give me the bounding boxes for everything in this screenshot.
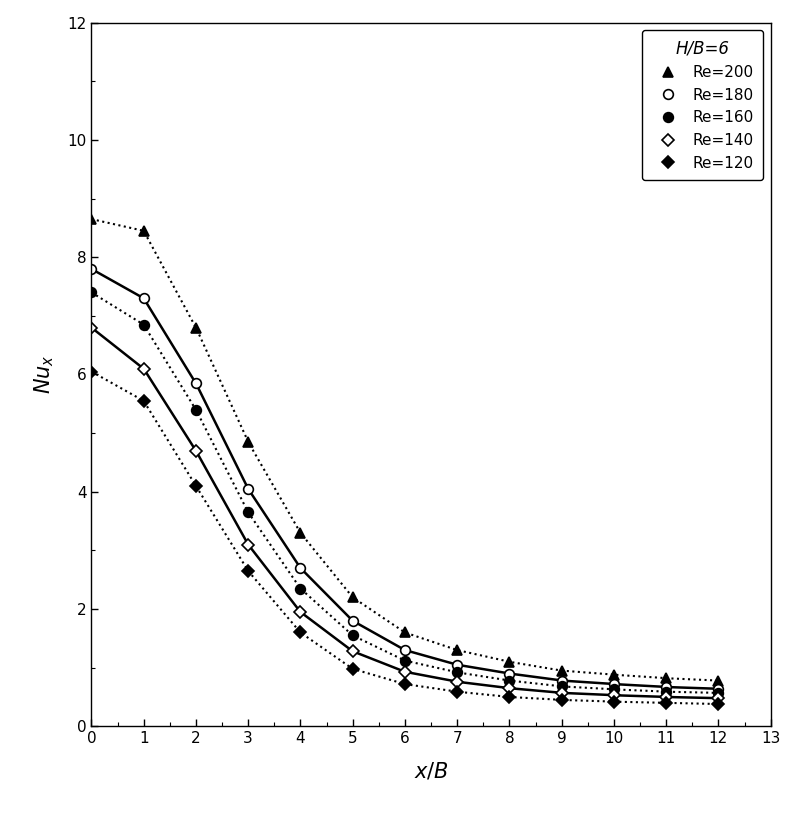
Re=140 xyxy=(243,540,253,549)
Re=120 xyxy=(662,698,671,707)
Re=160 xyxy=(347,631,357,641)
Re=180 xyxy=(139,293,148,303)
Re=200 xyxy=(609,670,618,680)
Re=180 xyxy=(505,668,514,678)
Line: Re=180: Re=180 xyxy=(87,264,723,694)
Re=160 xyxy=(139,320,148,330)
Re=160 xyxy=(243,507,253,517)
Re=120 xyxy=(191,481,201,491)
Re=200 xyxy=(453,646,462,655)
Re=200 xyxy=(87,214,96,224)
Re=180 xyxy=(609,679,618,689)
Re=160 xyxy=(400,656,410,666)
X-axis label: $\it{x/B}$: $\it{x/B}$ xyxy=(414,760,449,781)
Re=200 xyxy=(713,676,723,685)
Re=140 xyxy=(347,646,357,656)
Re=160 xyxy=(191,405,201,414)
Re=120 xyxy=(243,566,253,575)
Re=160 xyxy=(662,687,671,697)
Re=140 xyxy=(400,667,410,676)
Line: Re=140: Re=140 xyxy=(87,323,723,702)
Re=120 xyxy=(557,695,567,705)
Re=140 xyxy=(191,446,201,456)
Re=120 xyxy=(296,628,305,637)
Re=120 xyxy=(87,366,96,376)
Re=140 xyxy=(713,694,723,703)
Re=180 xyxy=(662,682,671,692)
Re=200 xyxy=(505,657,514,667)
Re=160 xyxy=(609,685,618,694)
Re=180 xyxy=(347,616,357,626)
Re=160 xyxy=(453,667,462,677)
Re=140 xyxy=(662,692,671,702)
Re=180 xyxy=(713,684,723,694)
Re=180 xyxy=(453,660,462,670)
Re=140 xyxy=(609,690,618,700)
Re=180 xyxy=(557,676,567,685)
Re=120 xyxy=(453,687,462,697)
Line: Re=120: Re=120 xyxy=(87,367,723,708)
Re=180 xyxy=(400,646,410,655)
Re=120 xyxy=(139,396,148,405)
Re=120 xyxy=(505,692,514,702)
Re=140 xyxy=(87,322,96,332)
Re=160 xyxy=(557,681,567,691)
Y-axis label: $\it{Nu_x}$: $\it{Nu_x}$ xyxy=(33,355,57,394)
Re=140 xyxy=(296,607,305,617)
Line: Re=200: Re=200 xyxy=(87,214,723,685)
Legend: Re=200, Re=180, Re=160, Re=140, Re=120: Re=200, Re=180, Re=160, Re=140, Re=120 xyxy=(642,30,763,180)
Re=200 xyxy=(191,322,201,332)
Re=160 xyxy=(713,688,723,698)
Re=120 xyxy=(400,679,410,689)
Line: Re=160: Re=160 xyxy=(87,287,723,698)
Re=180 xyxy=(296,563,305,573)
Re=180 xyxy=(243,484,253,494)
Re=200 xyxy=(139,226,148,236)
Re=120 xyxy=(347,664,357,674)
Re=160 xyxy=(296,584,305,593)
Re=200 xyxy=(400,628,410,637)
Re=140 xyxy=(505,683,514,693)
Re=140 xyxy=(453,677,462,687)
Re=160 xyxy=(87,287,96,297)
Re=180 xyxy=(191,379,201,388)
Re=120 xyxy=(609,697,618,707)
Re=180 xyxy=(87,264,96,274)
Re=200 xyxy=(296,528,305,538)
Re=200 xyxy=(243,437,253,447)
Re=140 xyxy=(139,364,148,374)
Re=120 xyxy=(713,699,723,709)
Re=200 xyxy=(557,666,567,676)
Re=140 xyxy=(557,688,567,698)
Re=200 xyxy=(347,593,357,602)
Re=160 xyxy=(505,676,514,685)
Re=200 xyxy=(662,673,671,683)
